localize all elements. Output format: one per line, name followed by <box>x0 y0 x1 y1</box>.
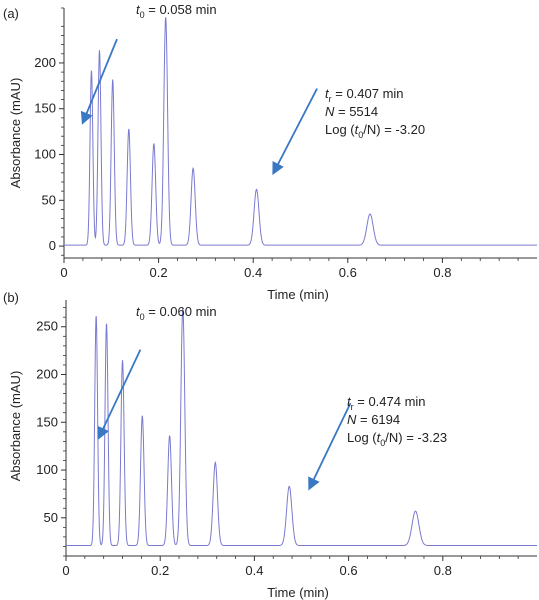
axes <box>63 8 537 259</box>
chart-panel-b: (b) Absorbance (mAU) Time (min) 50 100 150… <box>3 290 537 600</box>
chart-panel-a: (a) Absorbance (mAU) Time (min) 0 50 100 15… <box>3 2 537 302</box>
x-tick-label: 0.2 <box>150 265 168 280</box>
t0-annotation: t0 = 0.060 min <box>136 304 217 322</box>
y-tick-label: 150 <box>34 101 56 116</box>
x-tick-label: 0 <box>62 563 69 578</box>
y-tick-label: 250 <box>36 319 58 334</box>
ticks: 50 100 150 200 250 0 0.2 0.4 0.6 0.8 <box>36 307 519 578</box>
y-axis-title: Absorbance (mAU) <box>8 371 23 482</box>
annotation-arrows <box>97 349 352 491</box>
axes <box>65 300 537 557</box>
y-tick-label: 100 <box>36 462 58 477</box>
x-axis-title: Time (min) <box>267 287 329 302</box>
annotation-arrow <box>272 88 318 176</box>
y-tick-label: 0 <box>49 238 56 253</box>
x-tick-label: 0.8 <box>434 563 452 578</box>
x-tick-label: 0.8 <box>433 265 451 280</box>
chromatogram-trace <box>64 17 537 246</box>
y-tick-label: 200 <box>34 55 56 70</box>
tr-annotation-line1: tr = 0.474 min <box>347 394 426 412</box>
panel-label: (a) <box>3 6 19 21</box>
x-tick-label: 0.6 <box>340 563 358 578</box>
x-tick-label: 0 <box>60 265 67 280</box>
y-tick-label: 50 <box>42 192 56 207</box>
t0-annotation: t0 = 0.058 min <box>136 2 217 20</box>
annotation-arrow <box>97 349 142 440</box>
tr-annotation-line3: Log (t0/N) = -3.20 <box>325 122 425 140</box>
y-tick-label: 100 <box>34 147 56 162</box>
y-axis-title: Absorbance (mAU) <box>8 78 23 189</box>
tr-annotation-line1: tr = 0.407 min <box>325 86 404 104</box>
ticks: 0 50 100 150 200 0 0.2 0.4 0.6 0.8 <box>34 7 519 280</box>
annotation-arrow <box>80 38 118 125</box>
x-tick-label: 0.4 <box>244 265 262 280</box>
x-tick-label: 0.6 <box>339 265 357 280</box>
chromatogram-trace <box>66 307 537 546</box>
panel-label: (b) <box>3 290 19 305</box>
y-tick-label: 50 <box>44 510 58 525</box>
tr-annotation-line3: Log (t0/N) = -3.23 <box>347 430 447 448</box>
x-axis-title: Time (min) <box>267 585 329 600</box>
tr-annotation-line2: N = 5514 <box>325 104 378 119</box>
annotation-arrow <box>308 402 352 491</box>
x-tick-label: 0.2 <box>151 563 169 578</box>
annotation-arrows <box>80 38 318 176</box>
y-tick-label: 200 <box>36 367 58 382</box>
x-tick-label: 0.4 <box>245 563 263 578</box>
y-tick-label: 150 <box>36 414 58 429</box>
tr-annotation-line2: N = 6194 <box>347 412 400 427</box>
